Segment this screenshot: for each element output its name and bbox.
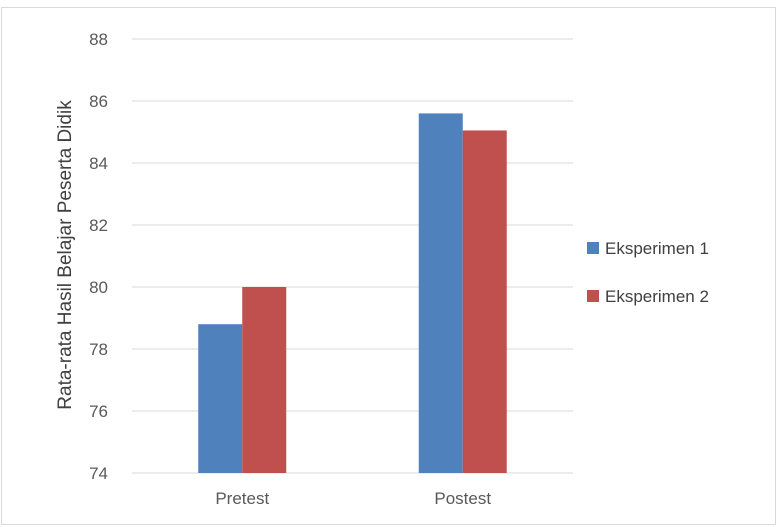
y-tick-label: 82 (89, 216, 108, 235)
chart-frame (1, 7, 776, 525)
x-axis-ticks: Pretest Postest (215, 489, 491, 508)
x-tick-label: Pretest (215, 489, 269, 508)
y-tick-label: 76 (89, 402, 108, 421)
legend-swatch-1 (587, 242, 599, 254)
y-tick-label: 86 (89, 92, 108, 111)
bar-1-pretest (198, 324, 243, 473)
legend-label-1: Eksperimen 1 (605, 239, 709, 258)
y-axis-title: Rata-rata Hasil Belajar Peserta Didik (55, 100, 76, 410)
bars (198, 113, 507, 474)
y-axis-ticks: 74 76 78 80 82 84 86 88 (89, 30, 108, 483)
y-tick-label: 80 (89, 278, 108, 297)
y-tick-label: 78 (89, 340, 108, 359)
y-tick-label: 88 (89, 30, 108, 49)
x-tick-label: Postest (434, 489, 491, 508)
bar-2-postest (462, 130, 507, 473)
legend-label-2: Eksperimen 2 (605, 287, 709, 306)
y-tick-label: 84 (89, 154, 108, 173)
legend-swatch-2 (587, 290, 599, 302)
y-tick-label: 74 (89, 464, 108, 483)
bar-1-postest (418, 113, 463, 474)
bar-2-pretest (242, 287, 287, 473)
legend: Eksperimen 1 Eksperimen 2 (587, 239, 709, 306)
